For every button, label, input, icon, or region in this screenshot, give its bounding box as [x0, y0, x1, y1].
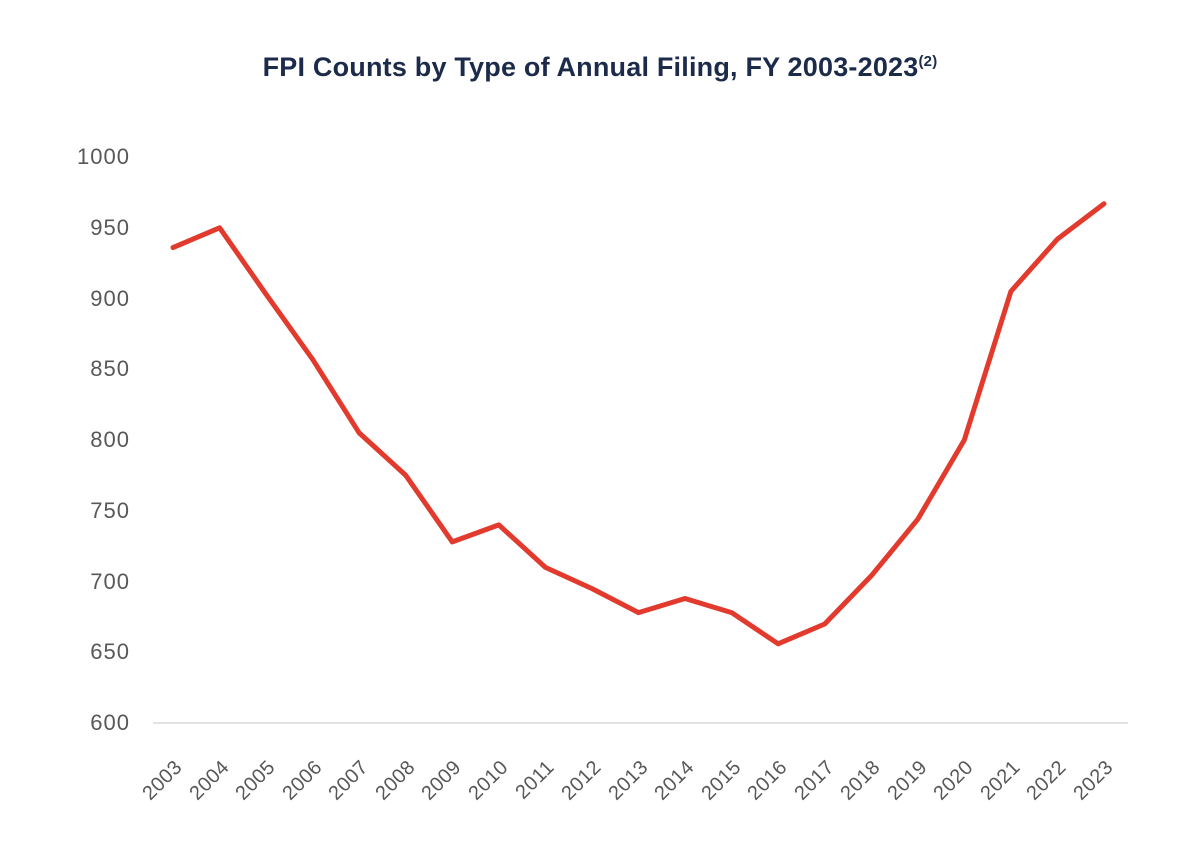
- chart-title-text: FPI Counts by Type of Annual Filing, FY …: [262, 52, 919, 82]
- y-axis-label: 1000: [77, 144, 130, 169]
- y-axis-label: 950: [90, 214, 130, 240]
- y-axis-label: 700: [90, 568, 130, 594]
- y-axis-label: 650: [90, 639, 130, 665]
- y-axis-label: 600: [90, 710, 130, 735]
- chart-title-footnote-marker: (2): [918, 53, 938, 70]
- chart-title: FPI Counts by Type of Annual Filing, FY …: [0, 52, 1200, 83]
- y-axis-label: 750: [90, 497, 130, 523]
- y-axis-label: 900: [90, 285, 130, 311]
- fpi-count-line-series: [170, 201, 1107, 647]
- y-axis-label: 800: [90, 427, 130, 452]
- y-axis-label: 850: [90, 356, 130, 382]
